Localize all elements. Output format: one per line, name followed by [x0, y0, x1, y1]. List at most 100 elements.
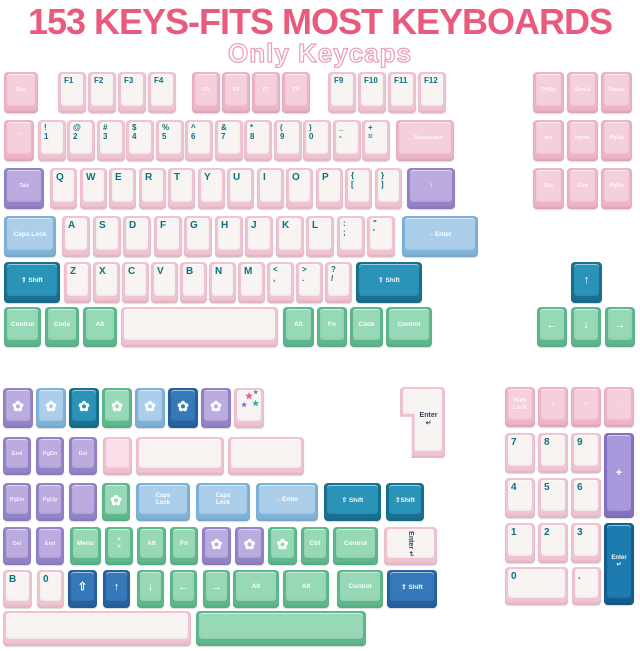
- keycap-top: W: [83, 170, 104, 202]
- key-tilde: ~ `: [4, 120, 34, 161]
- star-icon: ★: [252, 399, 260, 408]
- keycap-top: ✿: [204, 390, 228, 421]
- keycap-top: F4: [151, 74, 173, 106]
- key-f6: F6: [222, 72, 250, 113]
- key-pause: Pause: [601, 72, 632, 113]
- key-legend: ! 1: [44, 123, 49, 141]
- key-del: Del: [69, 437, 97, 475]
- keycap-top: ✿: [271, 529, 294, 558]
- keycap-top: F3: [121, 74, 143, 106]
- key-legend: Pause: [608, 87, 625, 93]
- key-legend: ↑: [113, 580, 120, 593]
- keycap-top: ✿: [205, 529, 228, 558]
- key-legend: ←: [546, 318, 558, 331]
- key-legend: Caps Lock: [155, 493, 171, 506]
- key-legend: 2: [544, 527, 550, 538]
- key-legend: < >: [117, 537, 121, 550]
- key-arrow-down: ↓: [137, 570, 164, 608]
- keycap-top: ⇧Shift: [389, 485, 421, 514]
- keycap-top: O: [289, 170, 310, 202]
- key-legend: M: [244, 266, 253, 277]
- key-legend: A: [68, 220, 76, 231]
- key-legend: F: [160, 220, 167, 231]
- key-legend: D: [129, 220, 137, 231]
- key-legend: +: [615, 467, 623, 479]
- key-: ^ 6: [185, 120, 213, 161]
- flower-icon: ✿: [243, 535, 256, 552]
- key-enter: ←Enter: [402, 216, 478, 257]
- key-alt: Alt: [283, 307, 314, 347]
- key-legend: Alt: [301, 583, 311, 590]
- key-legend: 4: [511, 482, 517, 493]
- key-legend: + =: [368, 123, 373, 141]
- key-legend: /: [552, 401, 554, 408]
- key-flower: ✿: [168, 388, 198, 428]
- key-6: 6: [571, 478, 601, 518]
- keycap-top: ← Backspace: [399, 122, 451, 154]
- keycap-top: ↑: [574, 264, 599, 296]
- key-angle-brackets: < >: [105, 527, 133, 565]
- key-legend: ⇧ Shift: [378, 277, 400, 284]
- keycap-top: F5: [195, 74, 217, 106]
- keycap-top: K: [279, 218, 301, 250]
- keycap-top: Alt: [140, 529, 163, 558]
- key-: & 7: [215, 120, 243, 161]
- keycap-top: ✿: [6, 390, 30, 421]
- key-legend: Ins: [544, 135, 553, 141]
- key-: :;: [337, 216, 365, 257]
- keycap-top: Home: [570, 122, 595, 154]
- key-flower: ✿: [235, 527, 264, 565]
- flower-icon: ✿: [12, 397, 24, 414]
- key-legend: {[: [351, 171, 355, 189]
- flower-icon: ✿: [210, 535, 223, 552]
- keycap-top: F8: [285, 74, 307, 106]
- key-legend: Q: [56, 172, 64, 183]
- key-legend: Esc: [16, 87, 26, 93]
- keycap-top: 9: [574, 435, 598, 466]
- key-arrow-left: ←: [537, 307, 567, 347]
- key-blank-bar: [228, 437, 304, 475]
- keycap-top: Code: [48, 309, 76, 340]
- key-legend: C: [128, 266, 136, 277]
- key-legend: ScrLk: [574, 87, 591, 93]
- key-legend: 1: [511, 527, 517, 538]
- flower-icon: ✿: [45, 397, 57, 414]
- key-legend: B: [186, 266, 194, 277]
- key-3: 3: [571, 523, 601, 563]
- keycap-top: \: [410, 170, 452, 202]
- keycap-top: J: [248, 218, 270, 250]
- keycap-top: F12: [421, 74, 443, 106]
- key-legend: " ': [373, 219, 377, 237]
- keycap-top: Control: [336, 529, 375, 558]
- keycap-top: #3: [100, 122, 122, 154]
- keycap-top: ⇧ Shift: [390, 572, 434, 601]
- keycap-top: 0: [40, 572, 61, 601]
- key-fn: Fn: [317, 307, 347, 347]
- keycap-top: End: [39, 529, 61, 558]
- star-icon: ★: [241, 402, 248, 409]
- keycap-top: F11: [391, 74, 413, 106]
- key-shift: ⇧Shift: [386, 483, 424, 521]
- key-m: M: [238, 262, 265, 303]
- key-numpad-multiply: *: [571, 387, 601, 427]
- key-legend: O: [292, 172, 300, 183]
- key-legend: Caps Lock: [215, 493, 231, 506]
- keycap-top: U: [230, 170, 251, 202]
- key-del: Del: [3, 527, 31, 565]
- key-4: 4: [505, 478, 535, 518]
- keycap-top: ↓: [140, 572, 161, 601]
- key-end: End: [36, 527, 64, 565]
- key-e: E: [109, 168, 136, 209]
- keycap-top: [6, 613, 188, 639]
- keycap-top: ↓: [574, 309, 598, 340]
- keycap-top: $4: [129, 122, 151, 154]
- key-pgdn: PgDn: [3, 483, 31, 521]
- keycap-top: D: [126, 218, 148, 250]
- key-legend: H: [221, 220, 229, 231]
- key-arrow-right: →: [203, 570, 230, 608]
- key-prtsc: PrtSc: [533, 72, 564, 113]
- key-legend: Control: [10, 321, 35, 328]
- keycap-top: * 8: [247, 122, 269, 154]
- key-legend: Code: [358, 321, 375, 328]
- flower-icon: ✿: [111, 397, 123, 414]
